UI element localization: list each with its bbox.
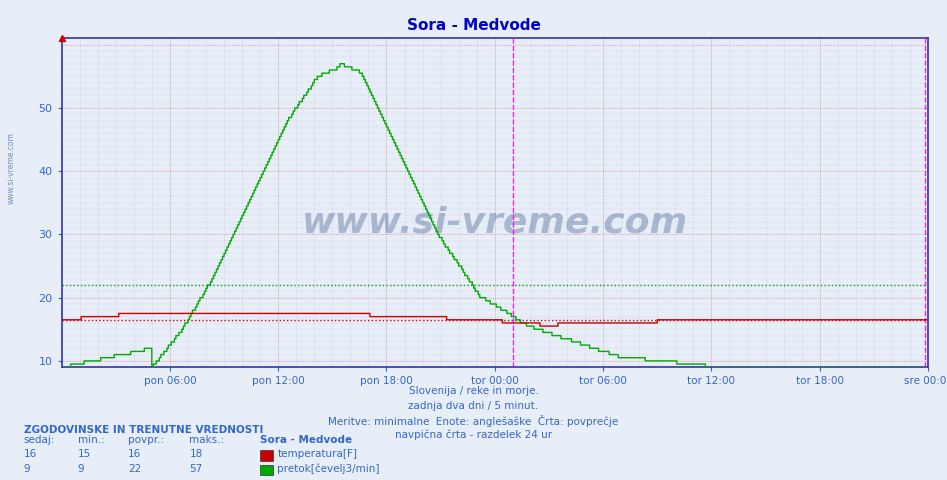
Text: sedaj:: sedaj:	[24, 435, 55, 445]
Text: Meritve: minimalne  Enote: anglešaške  Črta: povprečje: Meritve: minimalne Enote: anglešaške Črt…	[329, 415, 618, 427]
Text: Sora - Medvode: Sora - Medvode	[260, 435, 352, 445]
Text: maks.:: maks.:	[189, 435, 224, 445]
Text: www.si-vreme.com: www.si-vreme.com	[302, 205, 688, 240]
Text: navpična črta - razdelek 24 ur: navpična črta - razdelek 24 ur	[395, 430, 552, 440]
Text: 9: 9	[78, 464, 84, 474]
Text: Slovenija / reke in morje.: Slovenija / reke in morje.	[408, 386, 539, 396]
Text: 15: 15	[78, 449, 91, 459]
Text: www.si-vreme.com: www.si-vreme.com	[7, 132, 16, 204]
Text: min.:: min.:	[78, 435, 104, 445]
Text: povpr.:: povpr.:	[128, 435, 164, 445]
Text: 57: 57	[189, 464, 203, 474]
Text: Sora - Medvode: Sora - Medvode	[406, 18, 541, 33]
Text: 22: 22	[128, 464, 141, 474]
Text: pretok[čevelj3/min]: pretok[čevelj3/min]	[277, 463, 380, 474]
Text: 9: 9	[24, 464, 30, 474]
Text: 16: 16	[128, 449, 141, 459]
Text: zadnja dva dni / 5 minut.: zadnja dva dni / 5 minut.	[408, 401, 539, 411]
Text: 18: 18	[189, 449, 203, 459]
Text: ZGODOVINSKE IN TRENUTNE VREDNOSTI: ZGODOVINSKE IN TRENUTNE VREDNOSTI	[24, 425, 263, 435]
Text: 16: 16	[24, 449, 37, 459]
Text: temperatura[F]: temperatura[F]	[277, 449, 357, 459]
